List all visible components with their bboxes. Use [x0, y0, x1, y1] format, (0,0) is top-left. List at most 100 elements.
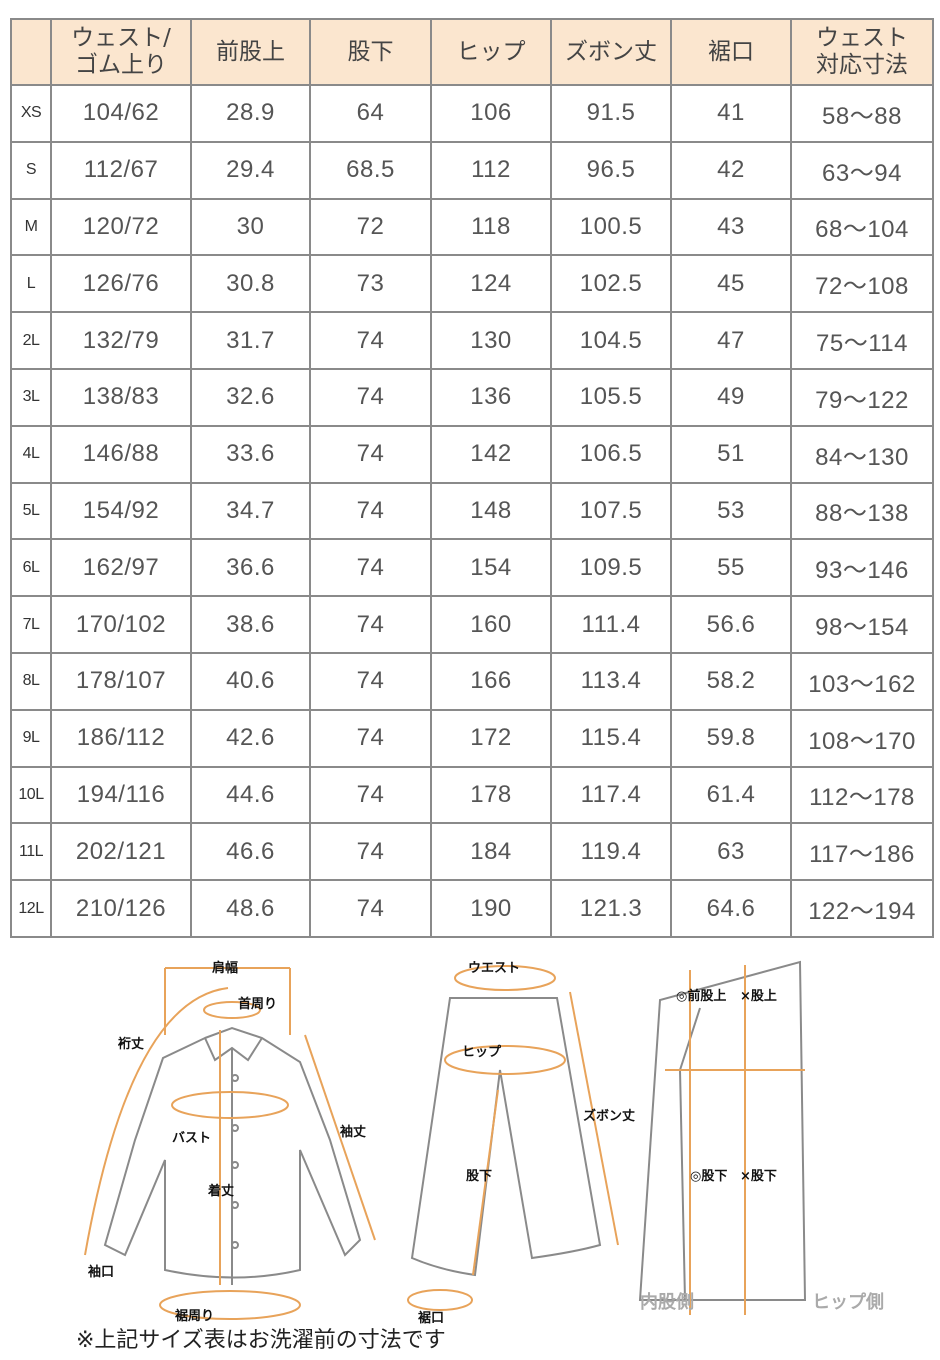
table-cell: 178: [430, 765, 552, 825]
column-header: 前股上: [190, 18, 311, 86]
table-cell: 64: [309, 84, 432, 143]
measurement-diagram: 肩幅 首周り 裄丈 袖丈 バスト 着丈 袖口 裾周り ウエスト ヒップ 股下 ズ…: [84, 960, 884, 1326]
table-cell: 104.5: [550, 311, 672, 370]
table-row: L 126/76 30.8 73 124 102.5 45 72～108: [10, 254, 934, 314]
size-label: L: [10, 254, 52, 314]
table-cell: 93～146: [790, 538, 934, 598]
label-inseam: 股下: [466, 1169, 492, 1184]
table-row: 4L 146/88 33.6 74 142 106.5 51 84～130: [10, 424, 934, 484]
table-cell: 113.4: [550, 651, 672, 711]
table-row: S 112/67 29.4 68.5 112 96.5 42 63～94: [10, 140, 934, 200]
table-cell: 42: [670, 140, 792, 200]
table-cell: 106.5: [550, 424, 672, 484]
laundering-note: ※上記サイズ表はお洗濯前の寸法です: [76, 1328, 446, 1353]
table-cell: 117.4: [550, 765, 672, 825]
size-label: 11L: [10, 822, 52, 882]
table-cell: 154: [430, 538, 552, 598]
size-label: 6L: [10, 538, 52, 598]
table-cell: 28.9: [190, 84, 311, 143]
table-cell: 122～194: [790, 879, 934, 938]
table-cell: 72～108: [790, 254, 934, 314]
table-cell: 33.6: [190, 424, 311, 484]
table-cell: 72: [309, 197, 432, 257]
table-row: 3L 138/83 32.6 74 136 105.5 49 79～122: [10, 367, 934, 427]
table-row: M 120/72 30 72 118 100.5 43 68～104: [10, 197, 934, 257]
table-cell: 38.6: [190, 595, 311, 654]
table-cell: 74: [309, 822, 432, 882]
table-cell: 117～186: [790, 822, 934, 882]
table-cell: 184: [430, 822, 552, 882]
label-shirt-hem: 裾周り: [175, 1308, 214, 1324]
label-cuff: 袖口: [88, 1264, 114, 1280]
table-cell: 74: [309, 367, 432, 427]
shirt-outline: [103, 1026, 362, 1285]
size-label: 8L: [10, 651, 52, 711]
table-cell: 74: [309, 595, 432, 654]
table-cell: 74: [309, 708, 432, 768]
table-row: XS 104/62 28.9 64 106 91.5 41 58～88: [10, 84, 934, 143]
label-hip-side: ヒップ側: [812, 1291, 884, 1313]
size-label: 3L: [10, 367, 52, 427]
size-label: XS: [10, 84, 52, 143]
label-yuki: 裄丈: [117, 1036, 144, 1052]
table-cell: 36.6: [190, 538, 311, 598]
table-cell: 74: [309, 311, 432, 370]
size-label: 5L: [10, 481, 52, 541]
table-cell: 148: [430, 481, 552, 541]
label-pants-hem: 裾口: [418, 1310, 444, 1326]
table-cell: 61.4: [670, 765, 792, 825]
table-cell: 160: [430, 595, 552, 654]
table-row: 12L 210/126 48.6 74 190 121.3 64.6 122～194: [10, 879, 934, 938]
label-inner-side: 内股側: [640, 1291, 694, 1313]
diagram-labels: 肩幅 首周り 裄丈 袖丈 バスト 着丈 袖口 裾周り ウエスト ヒップ 股下 ズ…: [88, 960, 884, 1326]
table-cell: 132/79: [50, 311, 192, 370]
table-cell: 74: [309, 538, 432, 598]
table-cell: 124: [430, 254, 552, 314]
table-cell: 111.4: [550, 595, 672, 654]
table-cell: 63～94: [790, 140, 934, 200]
table-cell: 49: [670, 367, 792, 427]
table-cell: 58.2: [670, 651, 792, 711]
label-neck: 首周り: [238, 996, 277, 1012]
column-header: ウェスト/ゴム上り: [50, 18, 192, 86]
column-header-line: 股下: [347, 38, 394, 65]
table-cell: 146/88: [50, 424, 192, 484]
column-header-line: 裾口: [708, 38, 754, 65]
table-cell: 75～114: [790, 311, 934, 370]
table-cell: 63: [670, 822, 792, 882]
column-header-line: ウェスト: [816, 25, 908, 51]
table-cell: 40.6: [190, 651, 311, 711]
table-cell: 103～162: [790, 651, 934, 711]
column-header: 裾口: [670, 18, 792, 86]
table-cell: 178/107: [50, 651, 192, 711]
table-cell: 34.7: [190, 481, 311, 541]
table-cell: 121.3: [550, 879, 672, 938]
table-cell: 106: [430, 84, 552, 143]
table-cell: 112～178: [790, 765, 934, 825]
table-cell: 59.8: [670, 708, 792, 768]
measure-lines: [84, 965, 805, 1320]
column-header: ズボン丈: [550, 18, 672, 86]
table-cell: 88～138: [790, 481, 934, 541]
table-cell: 166: [430, 651, 552, 711]
table-cell: 74: [309, 879, 432, 938]
table-cell: 43: [670, 197, 792, 257]
column-header-line: ズボン丈: [565, 38, 657, 65]
table-cell: 55: [670, 538, 792, 598]
table-cell: 100.5: [550, 197, 672, 257]
table-cell: 64.6: [670, 879, 792, 938]
table-cell: 32.6: [190, 367, 311, 427]
label-inseam-good: ◎股下: [690, 1169, 727, 1184]
size-label: S: [10, 140, 52, 200]
table-cell: 79～122: [790, 367, 934, 427]
table-cell: 73: [309, 254, 432, 314]
table-cell: 162/97: [50, 538, 192, 598]
column-header-line: ヒップ: [456, 38, 526, 65]
table-cell: 119.4: [550, 822, 672, 882]
table-cell: 118: [430, 197, 552, 257]
table-cell: 170/102: [50, 595, 192, 654]
table-cell: 102.5: [550, 254, 672, 314]
table-cell: 56.6: [670, 595, 792, 654]
table-cell: 202/121: [50, 822, 192, 882]
table-cell: 91.5: [550, 84, 672, 143]
